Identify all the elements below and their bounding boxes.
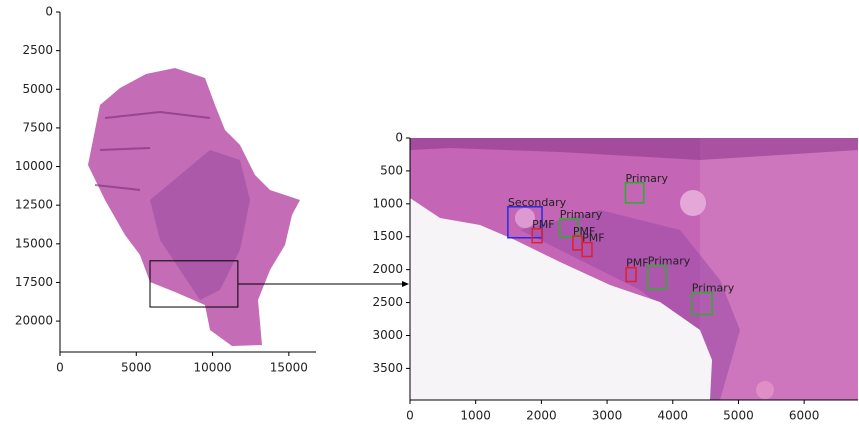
x-tick-label: 5000 (723, 409, 754, 423)
y-tick-label: 1500 (372, 229, 403, 243)
y-tick-label: 7500 (22, 120, 53, 134)
y-tick-label: 15000 (15, 236, 53, 250)
y-tick-label: 1000 (372, 196, 403, 210)
left-image (88, 68, 300, 346)
x-tick-label: 15000 (270, 361, 308, 375)
x-tick-label: 0 (56, 361, 64, 375)
box-label: PMF (626, 257, 648, 270)
y-tick-label: 20000 (15, 314, 53, 328)
x-tick-label: 3000 (592, 409, 623, 423)
box-label: Primary (648, 255, 691, 268)
y-tick-label: 17500 (15, 275, 53, 289)
y-tick-label: 10000 (15, 159, 53, 173)
box-label: Secondary (508, 196, 567, 209)
y-tick-label: 0 (45, 5, 53, 19)
y-tick-label: 500 (380, 163, 403, 177)
y-tick-label: 2000 (372, 262, 403, 276)
x-tick-label: 0 (406, 409, 414, 423)
x-tick-label: 5000 (121, 361, 152, 375)
y-tick-label: 2500 (22, 43, 53, 57)
x-tick-label: 10000 (193, 361, 231, 375)
y-tick-label: 3500 (372, 361, 403, 375)
y-tick-label: 5000 (22, 82, 53, 96)
x-tick-label: 2000 (526, 409, 557, 423)
follicle (680, 190, 706, 216)
x-tick-label: 4000 (657, 409, 688, 423)
follicle (756, 381, 774, 399)
box-label: Primary (692, 282, 735, 295)
figure: 0500010000150000250050007500100001250015… (0, 0, 859, 425)
y-tick-label: 3000 (372, 328, 403, 342)
y-tick-label: 12500 (15, 198, 53, 212)
x-tick-label: 6000 (789, 409, 820, 423)
box-label: Primary (560, 208, 603, 221)
x-tick-label: 1000 (460, 409, 491, 423)
box-label: Primary (625, 172, 668, 185)
box-label: PMF (582, 232, 604, 245)
y-tick-label: 0 (395, 131, 403, 145)
zoom-arrow-head (402, 281, 409, 287)
y-tick-label: 2500 (372, 295, 403, 309)
box-label: PMF (532, 218, 554, 231)
